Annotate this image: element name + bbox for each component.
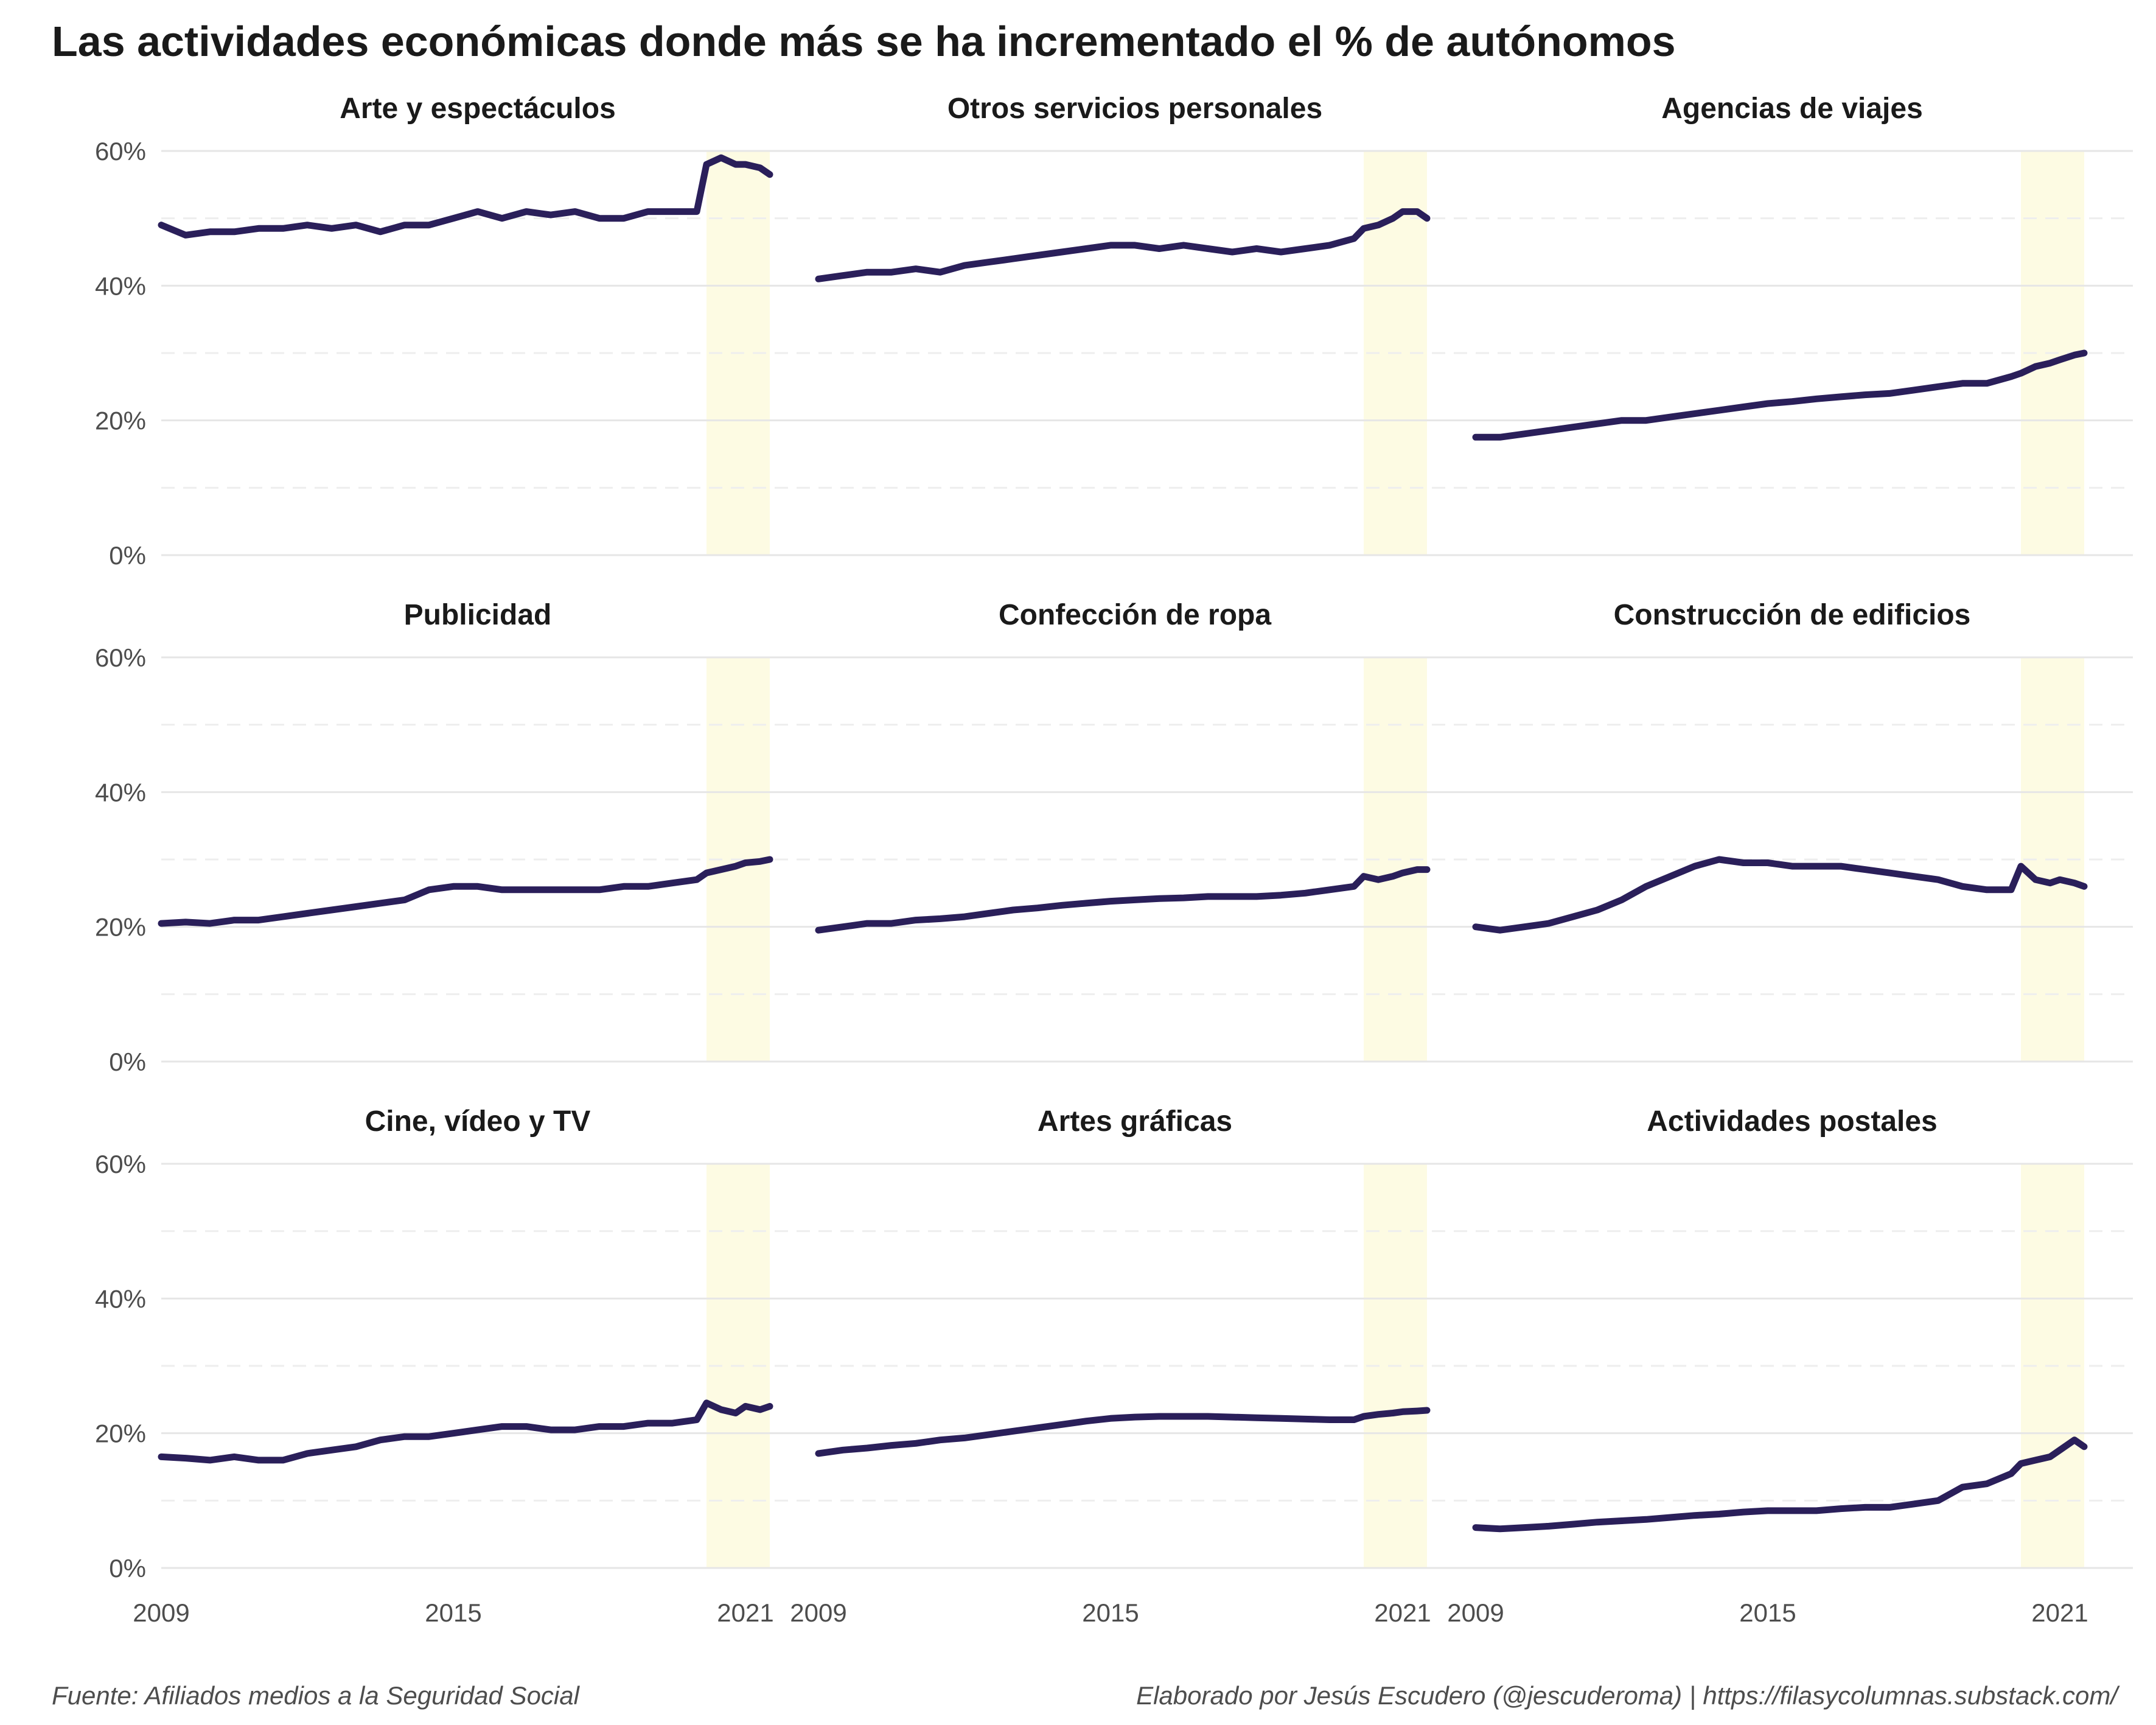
panel-title: Confección de ropa	[999, 599, 1271, 631]
panel: Otros servicios personales	[815, 93, 1476, 556]
y-tick-label: 0%	[109, 1048, 146, 1076]
y-tick-label: 20%	[95, 913, 146, 942]
y-tick-label: 20%	[95, 407, 146, 435]
x-tick-label: 2009	[133, 1598, 189, 1627]
series-line	[158, 856, 773, 927]
series-line	[158, 1399, 773, 1464]
y-tick-label: 20%	[95, 1419, 146, 1448]
panel-title: Construcción de edificios	[1614, 599, 1971, 631]
chart-title: Las actividades económicas donde más se …	[52, 18, 1676, 65]
series-line	[815, 1407, 1431, 1457]
series-line	[158, 154, 773, 239]
y-tick-label: 40%	[95, 271, 146, 300]
panel: Artes gráficas 2009 2015 2021	[790, 1105, 1476, 1627]
panel-title: Actividades postales	[1647, 1105, 1938, 1138]
x-tick-label: 2015	[1082, 1598, 1139, 1627]
panel-title: Publicidad	[404, 599, 552, 631]
panel: Cine, vídeo y TV 0% 20% 40% 60% 2009 2015 2021	[95, 1105, 818, 1627]
y-tick-label: 40%	[95, 778, 146, 807]
credit-caption: Elaborado por Jesús Escudero (@jescudero…	[1136, 1681, 2120, 1710]
x-tick-label: 2015	[1739, 1598, 1796, 1627]
x-tick-label: 2021	[717, 1598, 773, 1627]
series-line	[815, 866, 1431, 934]
x-tick-label: 2009	[1447, 1598, 1504, 1627]
source-caption: Fuente: Afiliados medios a la Seguridad …	[52, 1681, 581, 1710]
panel: Arte y espectáculos 0% 20% 40% 60%	[95, 93, 818, 570]
x-tick-label: 2021	[1374, 1598, 1431, 1627]
panel-title: Cine, vídeo y TV	[365, 1105, 591, 1138]
series-line	[1472, 856, 2088, 934]
y-tick-label: 40%	[95, 1284, 146, 1313]
series-line	[1472, 349, 2088, 441]
panel: Agencias de viajes	[1472, 93, 2133, 556]
series-line	[1472, 1436, 2088, 1533]
panel-title: Otros servicios personales	[947, 93, 1322, 125]
x-tick-label: 2021	[2031, 1598, 2088, 1627]
panel: Actividades postales 2009 2015 2021	[1447, 1105, 2133, 1627]
series-line	[815, 208, 1431, 282]
x-tick-label: 2009	[790, 1598, 846, 1627]
y-tick-label: 60%	[95, 643, 146, 672]
panel-title: Agencias de viajes	[1661, 93, 1923, 125]
panel: Construcción de edificios	[1472, 599, 2133, 1063]
y-tick-label: 60%	[95, 1150, 146, 1178]
panel: Confección de ropa	[815, 599, 1476, 1063]
y-tick-label: 60%	[95, 137, 146, 166]
chart-panels: Arte y espectáculos 0% 20% 40% 60% Otros serv…	[95, 93, 2133, 1627]
y-tick-label: 0%	[109, 1554, 146, 1583]
x-tick-label: 2015	[425, 1598, 481, 1627]
panel-title: Arte y espectáculos	[340, 93, 616, 125]
panel-title: Artes gráficas	[1038, 1105, 1232, 1138]
y-tick-label: 0%	[109, 541, 146, 570]
panel: Publicidad 0% 20% 40% 60%	[95, 599, 818, 1076]
